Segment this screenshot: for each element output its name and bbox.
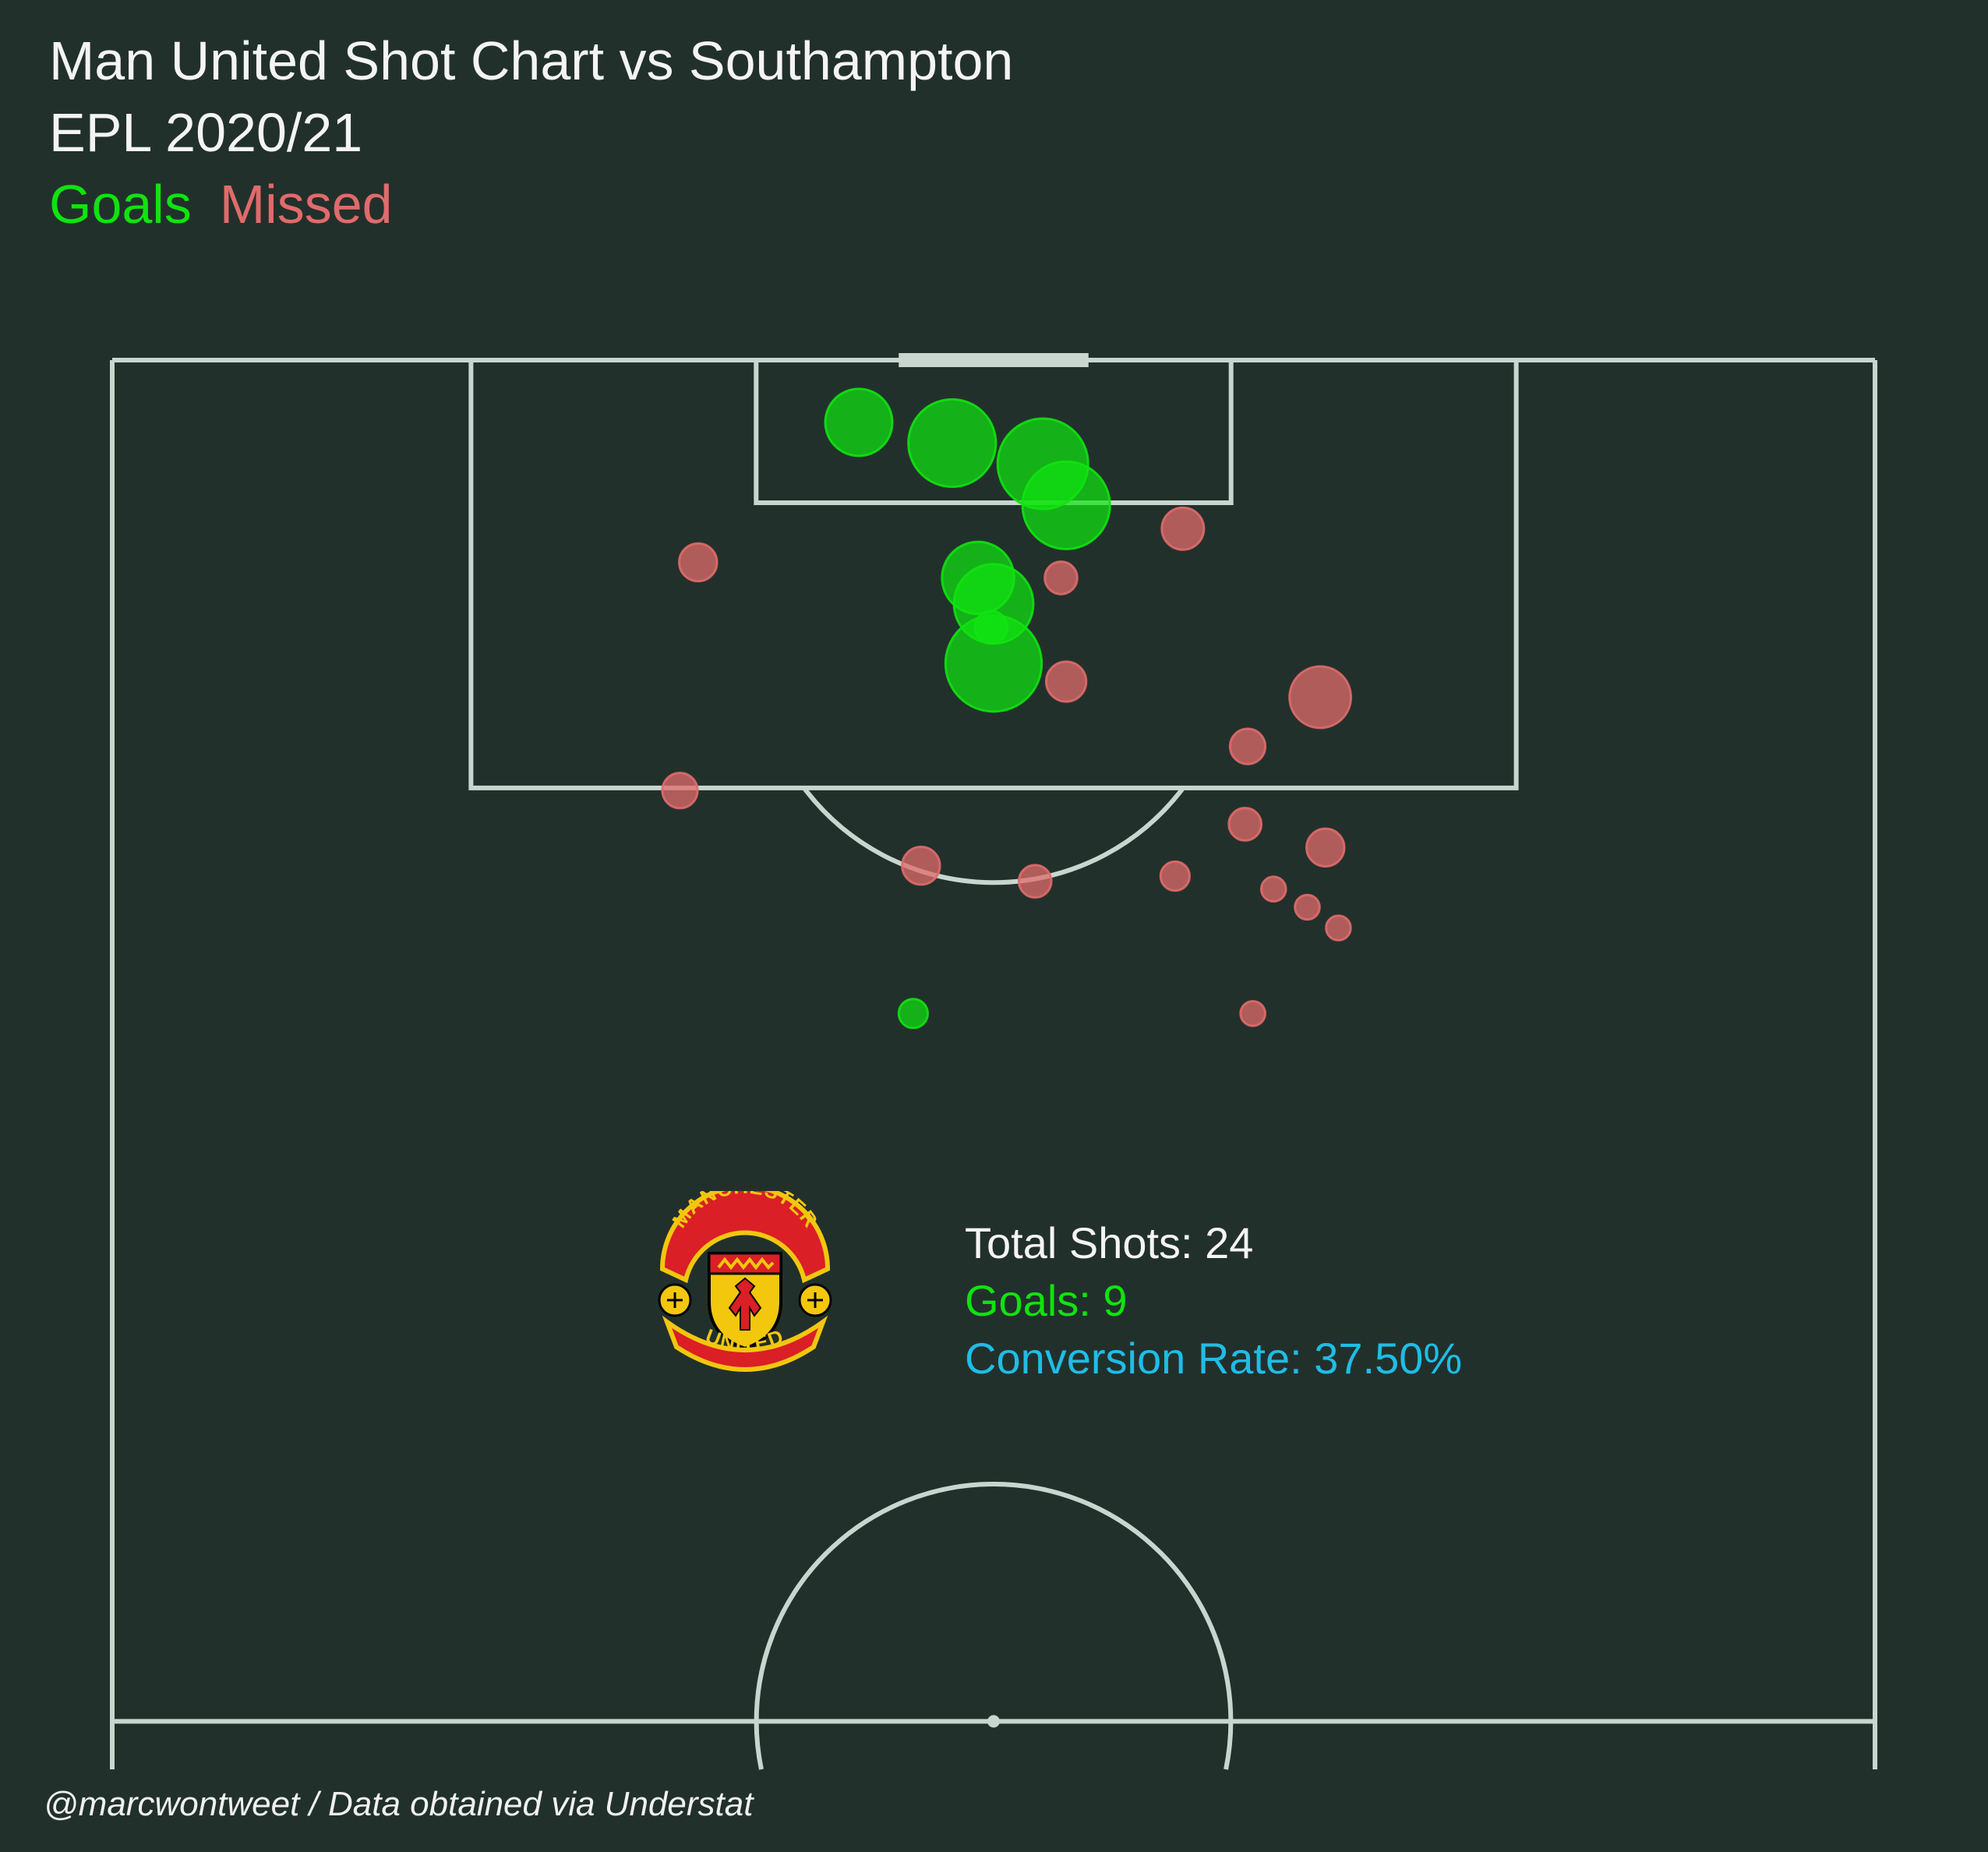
legend-missed: Missed [219, 174, 393, 235]
total-shots-stat: Total Shots: 24 [965, 1218, 1254, 1267]
legend: Goals Missed [49, 168, 1013, 240]
missed-shot-marker [1239, 999, 1266, 1027]
source-credit: @marcwontweet / Data obtained via Unders… [44, 1785, 754, 1823]
penalty-area [468, 360, 1519, 790]
missed-shot-marker [1044, 660, 1088, 703]
centre-circle-upper [754, 1482, 1234, 1722]
conversion-rate-stat: Conversion Rate: 37.50% [965, 1334, 1463, 1383]
goal-shot-marker [897, 998, 929, 1030]
missed-shot-marker [1159, 860, 1191, 892]
missed-shot-marker [1227, 807, 1262, 842]
missed-shot-marker [1288, 665, 1353, 730]
missed-shot-marker [1228, 727, 1267, 765]
goal-shot-marker [824, 387, 894, 458]
pitch-lines [110, 353, 1877, 1770]
missed-shot-marker [901, 845, 941, 886]
missed-shot-marker [1017, 864, 1053, 899]
missed-shot-marker [1305, 827, 1346, 868]
centre-circle-lower-right [1224, 1721, 1234, 1770]
six-yard-box [754, 360, 1234, 505]
goal-shot-marker [944, 614, 1043, 713]
title-block: Man United Shot Chart vs Southampton EPL… [49, 25, 1013, 240]
penalty-arc [802, 786, 1185, 885]
shot-markers [661, 387, 1353, 1030]
goals-stat: Goals: 9 [965, 1276, 1128, 1325]
manchester-united-crest-icon: MANCHESTER UNITED [658, 1191, 832, 1372]
centre-spot [987, 1715, 1000, 1728]
missed-shot-marker [1325, 914, 1352, 942]
missed-shot-marker [1294, 893, 1321, 921]
legend-goals: Goals [49, 174, 192, 235]
missed-shot-marker [678, 542, 719, 583]
missed-shot-marker [1259, 875, 1287, 903]
goal-shot-marker [1021, 460, 1111, 550]
chart-subtitle: EPL 2020/21 [49, 102, 363, 163]
missed-shot-marker [661, 772, 699, 810]
missed-shot-marker [1160, 506, 1206, 551]
stats-panel: Total Shots: 24 Goals: 9 Conversion Rate… [965, 1214, 1462, 1387]
goal-shot-marker [907, 398, 998, 489]
chart-title: Man United Shot Chart vs Southampton [49, 30, 1014, 91]
centre-circle-lower-left [754, 1721, 764, 1770]
missed-shot-marker [1043, 560, 1079, 596]
